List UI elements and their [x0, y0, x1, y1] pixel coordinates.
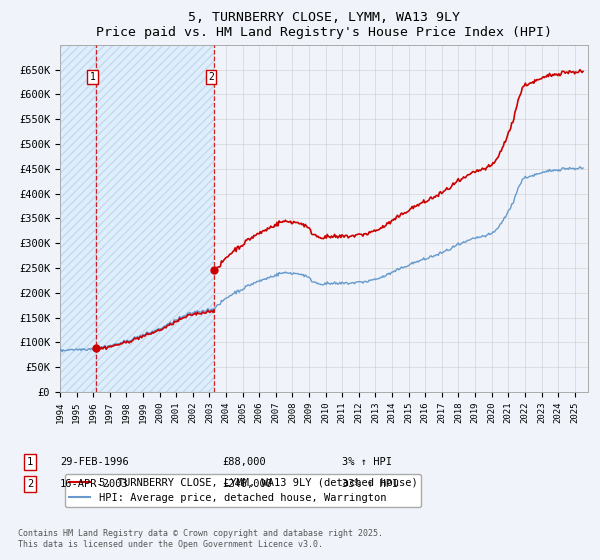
Text: 33% ↑ HPI: 33% ↑ HPI: [342, 479, 398, 489]
Text: 2: 2: [27, 479, 33, 489]
Bar: [60, 45, 96, 392]
Text: £246,000: £246,000: [222, 479, 272, 489]
Text: 3% ↑ HPI: 3% ↑ HPI: [342, 457, 392, 467]
Bar: [96, 45, 214, 392]
Title: 5, TURNBERRY CLOSE, LYMM, WA13 9LY
Price paid vs. HM Land Registry's House Price: 5, TURNBERRY CLOSE, LYMM, WA13 9LY Price…: [96, 11, 552, 39]
Text: 29-FEB-1996: 29-FEB-1996: [60, 457, 129, 467]
Text: 1: 1: [27, 457, 33, 467]
Text: Contains HM Land Registry data © Crown copyright and database right 2025.
This d: Contains HM Land Registry data © Crown c…: [18, 529, 383, 549]
Legend: 5, TURNBERRY CLOSE, LYMM, WA13 9LY (detached house), HPI: Average price, detache: 5, TURNBERRY CLOSE, LYMM, WA13 9LY (deta…: [65, 474, 421, 507]
Text: 16-APR-2003: 16-APR-2003: [60, 479, 129, 489]
Bar: [60, 45, 96, 392]
Bar: [96, 45, 214, 392]
Text: 2: 2: [208, 72, 214, 82]
Text: 1: 1: [89, 72, 95, 82]
Text: £88,000: £88,000: [222, 457, 266, 467]
